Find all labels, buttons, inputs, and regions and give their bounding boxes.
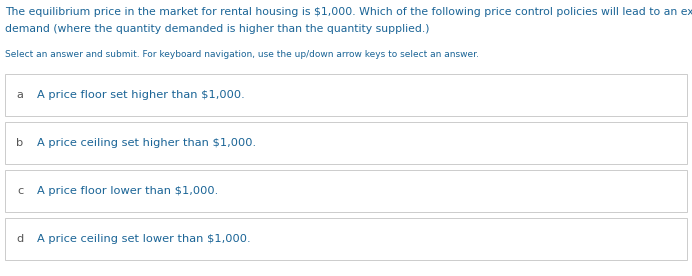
FancyBboxPatch shape bbox=[5, 122, 687, 164]
Text: a: a bbox=[17, 90, 24, 100]
Text: A price floor set higher than $1,000.: A price floor set higher than $1,000. bbox=[37, 90, 245, 100]
Text: c: c bbox=[17, 186, 23, 196]
Text: demand (where the quantity demanded is higher than the quantity supplied.): demand (where the quantity demanded is h… bbox=[5, 25, 430, 34]
Text: The equilibrium price in the market for rental housing is $1,000. Which of the f: The equilibrium price in the market for … bbox=[5, 7, 692, 17]
Text: d: d bbox=[17, 234, 24, 244]
FancyBboxPatch shape bbox=[5, 74, 687, 116]
Text: A price ceiling set higher than $1,000.: A price ceiling set higher than $1,000. bbox=[37, 138, 256, 148]
FancyBboxPatch shape bbox=[5, 170, 687, 212]
Text: Select an answer and submit. For keyboard navigation, use the up/down arrow keys: Select an answer and submit. For keyboar… bbox=[5, 50, 479, 59]
Text: A price floor lower than $1,000.: A price floor lower than $1,000. bbox=[37, 186, 218, 196]
FancyBboxPatch shape bbox=[5, 218, 687, 260]
Text: A price ceiling set lower than $1,000.: A price ceiling set lower than $1,000. bbox=[37, 234, 251, 244]
Text: b: b bbox=[17, 138, 24, 148]
